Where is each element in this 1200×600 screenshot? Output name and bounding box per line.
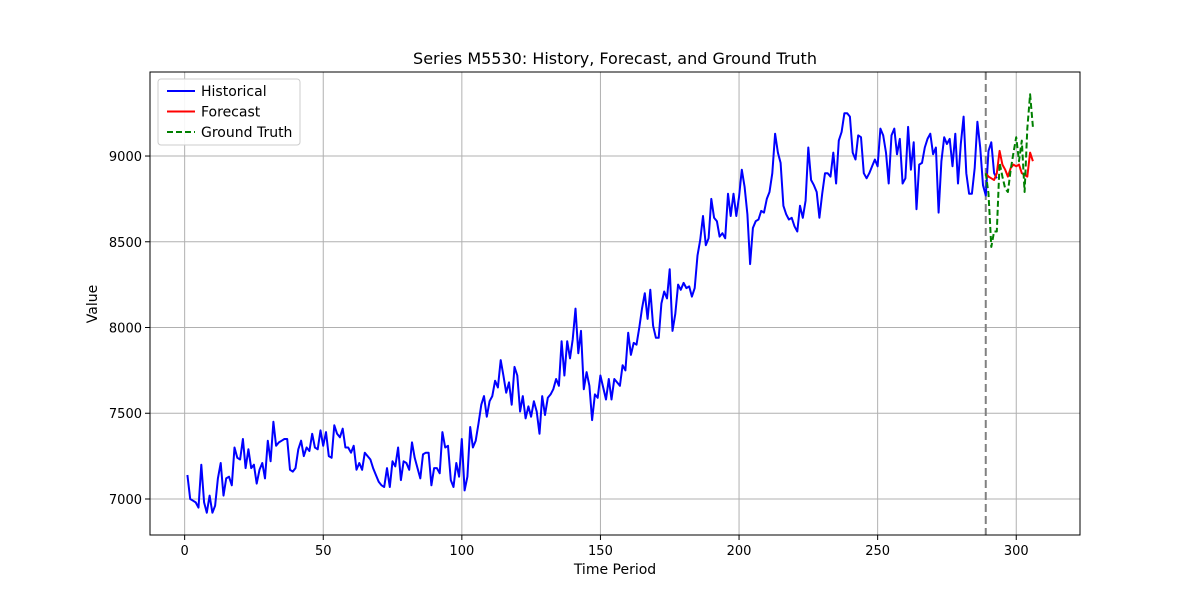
x-axis-ticks: 0 50 100 150 200 250 300 [181, 535, 1029, 559]
x-tick-label: 50 [315, 544, 332, 559]
x-tick-label: 100 [449, 544, 474, 559]
y-tick-label: 7500 [109, 407, 142, 422]
series-line-historical [186, 112, 998, 514]
legend: Historical Forecast Ground Truth [157, 78, 301, 146]
x-tick-label: 0 [181, 544, 189, 559]
legend-entry-label: Forecast [201, 105, 261, 121]
x-tick-label: 200 [727, 544, 752, 559]
legend-entry-label: Ground Truth [201, 125, 292, 141]
legend-entry-label: Historical [201, 84, 267, 100]
series-lines [186, 93, 1034, 514]
y-axis-ticks: 7000 7500 8000 8500 9000 [109, 150, 150, 508]
x-tick-label: 250 [865, 544, 890, 559]
legend-box [157, 78, 301, 146]
plot-area-frame [149, 71, 1081, 536]
grid-lines [150, 72, 1080, 535]
y-tick-label: 8000 [109, 322, 142, 337]
chart-title: Series M5530: History, Forecast, and Gro… [413, 49, 817, 68]
x-tick-label: 300 [1004, 544, 1029, 559]
y-axis-label: Value [85, 285, 101, 323]
y-tick-label: 8500 [109, 236, 142, 251]
series-line-ground-truth [984, 93, 1034, 248]
y-tick-label: 7000 [109, 493, 142, 508]
x-tick-label: 150 [588, 544, 613, 559]
y-tick-label: 9000 [109, 150, 142, 165]
x-axis-label: Time Period [573, 562, 656, 578]
